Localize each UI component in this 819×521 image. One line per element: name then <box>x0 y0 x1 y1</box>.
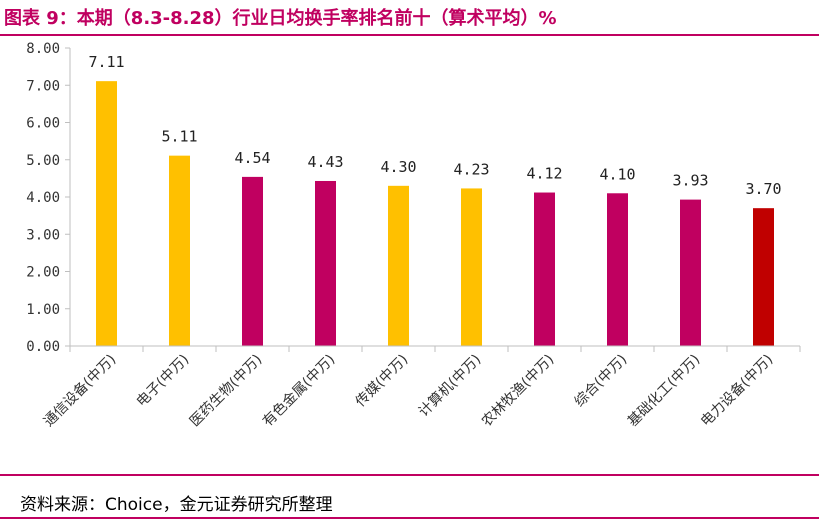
data-label: 4.10 <box>599 165 635 183</box>
x-tick-label: 电力设备(中万) <box>697 351 776 430</box>
y-tick-label: 5.00 <box>26 153 60 169</box>
y-tick-label: 2.00 <box>26 265 60 281</box>
bar <box>96 81 117 346</box>
bottom-divider <box>0 517 819 519</box>
bar <box>534 192 555 346</box>
x-tick-label: 医药生物(中万) <box>187 352 265 430</box>
data-label: 3.93 <box>672 172 708 190</box>
y-axis: 0.00 1.00 2.00 3.00 4.00 5.00 6.00 7.00 8.00 <box>26 41 71 355</box>
bar <box>169 155 190 346</box>
source-note: 资料来源：Choice，金元证券研究所整理 <box>20 495 333 515</box>
y-tick-label: 8.00 <box>26 41 60 57</box>
footer-divider <box>0 474 819 476</box>
bar <box>753 208 774 346</box>
x-tick-label: 电子(中万) <box>134 352 193 411</box>
data-label: 4.30 <box>380 158 416 176</box>
data-label: 4.23 <box>453 160 489 178</box>
x-axis: 通信设备(中万) 电子(中万)医药生物(中万)有色金属(中万) 传媒(中万) 计算机(… <box>40 345 801 430</box>
bar <box>461 188 482 346</box>
bar <box>607 193 628 346</box>
data-label: 5.11 <box>161 128 197 146</box>
bars: 7.11 5.11 4.54 4.43 4.30 4.23 4.12 4.10 3.93 3.70 <box>88 53 782 346</box>
y-tick-label: 1.00 <box>26 302 60 318</box>
x-tick-label: 传媒(中万) <box>353 352 412 411</box>
bar <box>680 199 701 346</box>
x-tick-label: 通信设备(中万) <box>40 351 119 430</box>
title-divider <box>0 34 819 36</box>
data-label: 4.54 <box>234 149 270 167</box>
bar-chart: 0.00 1.00 2.00 3.00 4.00 5.00 6.00 7.00 8.00 7.1… <box>26 41 801 430</box>
y-tick-label: 4.00 <box>26 190 60 206</box>
x-tick-label: 农林牧渔(中万) <box>479 352 557 430</box>
bar <box>315 180 336 346</box>
y-tick-label: 6.00 <box>26 116 60 132</box>
x-tick-label: 有色金属(中万) <box>259 351 338 430</box>
x-tick-label: 综合(中万) <box>572 352 631 411</box>
data-label: 7.11 <box>88 53 124 71</box>
y-tick-label: 0.00 <box>26 339 60 355</box>
chart-title: 图表 9：本期（8.3-8.28）行业日均换手率排名前十（算术平均）% <box>4 8 557 29</box>
y-tick-label: 3.00 <box>26 227 60 243</box>
bar <box>388 185 409 346</box>
bar <box>242 176 263 346</box>
y-tick-label: 7.00 <box>26 78 60 94</box>
x-tick-label: 基础化工(中万) <box>624 351 703 430</box>
data-label: 3.70 <box>745 180 781 198</box>
data-label: 4.43 <box>307 153 343 171</box>
x-tick-label: 计算机(中万) <box>416 352 485 421</box>
data-label: 4.12 <box>526 165 562 183</box>
